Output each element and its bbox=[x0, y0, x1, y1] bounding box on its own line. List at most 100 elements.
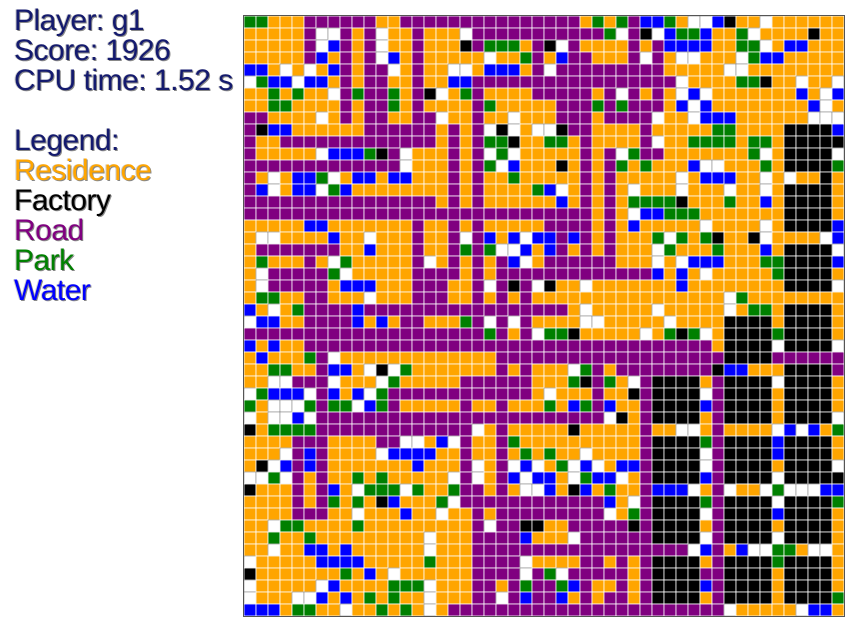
residence-cell bbox=[771, 291, 785, 305]
park-cell bbox=[651, 195, 665, 209]
residence-cell bbox=[267, 495, 281, 509]
water-cell bbox=[651, 483, 665, 497]
residence-cell bbox=[303, 87, 317, 101]
empty-cell bbox=[279, 447, 293, 461]
empty-cell bbox=[244, 591, 257, 605]
residence-cell bbox=[663, 171, 677, 185]
road-cell bbox=[639, 399, 653, 413]
empty-cell bbox=[795, 483, 809, 497]
residence-cell bbox=[567, 387, 581, 401]
residence-cell bbox=[483, 111, 497, 125]
residence-cell bbox=[495, 87, 509, 101]
empty-cell bbox=[771, 471, 785, 485]
road-cell bbox=[447, 219, 461, 233]
residence-cell bbox=[387, 315, 401, 329]
road-cell bbox=[627, 99, 641, 113]
road-cell bbox=[591, 603, 605, 616]
residence-cell bbox=[363, 183, 377, 197]
road-cell bbox=[471, 39, 485, 53]
water-cell bbox=[303, 171, 317, 185]
park-cell bbox=[244, 16, 257, 29]
residence-cell bbox=[831, 447, 844, 461]
water-cell bbox=[687, 87, 701, 101]
empty-cell bbox=[699, 387, 713, 401]
road-cell bbox=[699, 603, 713, 616]
residence-cell bbox=[651, 219, 665, 233]
residence-cell bbox=[495, 231, 509, 245]
factory-cell bbox=[375, 147, 389, 161]
road-cell bbox=[603, 531, 617, 545]
residence-cell bbox=[675, 123, 689, 137]
road-cell bbox=[387, 411, 401, 425]
residence-cell bbox=[351, 219, 365, 233]
residence-cell bbox=[567, 171, 581, 185]
factory-cell bbox=[723, 459, 737, 473]
residence-cell bbox=[423, 567, 437, 581]
empty-cell bbox=[423, 255, 437, 269]
road-cell bbox=[471, 147, 485, 161]
factory-cell bbox=[651, 507, 665, 521]
factory-cell bbox=[627, 387, 641, 401]
residence-cell bbox=[735, 219, 749, 233]
park-cell bbox=[747, 75, 761, 89]
empty-cell bbox=[351, 507, 365, 521]
factory-cell bbox=[819, 183, 833, 197]
empty-cell bbox=[759, 483, 773, 497]
factory-cell bbox=[244, 483, 257, 497]
water-cell bbox=[531, 231, 545, 245]
road-cell bbox=[471, 519, 485, 533]
road-cell bbox=[483, 16, 497, 29]
residence-cell bbox=[351, 531, 365, 545]
factory-cell bbox=[735, 591, 749, 605]
factory-cell bbox=[735, 435, 749, 449]
park-cell bbox=[495, 147, 509, 161]
road-cell bbox=[711, 411, 725, 425]
residence-cell bbox=[291, 531, 305, 545]
residence-cell bbox=[663, 279, 677, 293]
water-cell bbox=[663, 483, 677, 497]
water-cell bbox=[255, 315, 269, 329]
empty-cell bbox=[279, 375, 293, 389]
road-cell bbox=[711, 399, 725, 413]
water-cell bbox=[387, 495, 401, 509]
water-cell bbox=[675, 483, 689, 497]
residence-cell bbox=[591, 183, 605, 197]
road-cell bbox=[651, 603, 665, 616]
residence-cell bbox=[447, 351, 461, 365]
residence-cell bbox=[315, 519, 329, 533]
factory-cell bbox=[759, 315, 773, 329]
water-cell bbox=[255, 351, 269, 365]
road-cell bbox=[339, 327, 353, 341]
residence-cell bbox=[591, 159, 605, 173]
residence-cell bbox=[603, 555, 617, 569]
water-cell bbox=[627, 219, 641, 233]
factory-cell bbox=[795, 339, 809, 353]
factory-cell bbox=[783, 591, 797, 605]
empty-cell bbox=[315, 147, 329, 161]
factory-cell bbox=[723, 519, 737, 533]
residence-cell bbox=[387, 555, 401, 569]
residence-cell bbox=[411, 183, 425, 197]
residence-cell bbox=[435, 447, 449, 461]
residence-cell bbox=[567, 183, 581, 197]
road-cell bbox=[531, 51, 545, 65]
residence-cell bbox=[291, 16, 305, 29]
road-cell bbox=[711, 387, 725, 401]
residence-cell bbox=[279, 219, 293, 233]
road-cell bbox=[567, 255, 581, 269]
road-cell bbox=[315, 459, 329, 473]
road-cell bbox=[627, 51, 641, 65]
residence-cell bbox=[735, 483, 749, 497]
park-cell bbox=[483, 99, 497, 113]
road-cell bbox=[519, 603, 533, 616]
residence-cell bbox=[771, 279, 785, 293]
water-cell bbox=[244, 603, 257, 616]
road-cell bbox=[447, 16, 461, 29]
road-cell bbox=[495, 279, 509, 293]
factory-cell bbox=[795, 279, 809, 293]
factory-cell bbox=[735, 555, 749, 569]
road-cell bbox=[639, 519, 653, 533]
water-cell bbox=[543, 243, 557, 257]
road-cell bbox=[507, 579, 521, 593]
residence-cell bbox=[807, 16, 821, 29]
